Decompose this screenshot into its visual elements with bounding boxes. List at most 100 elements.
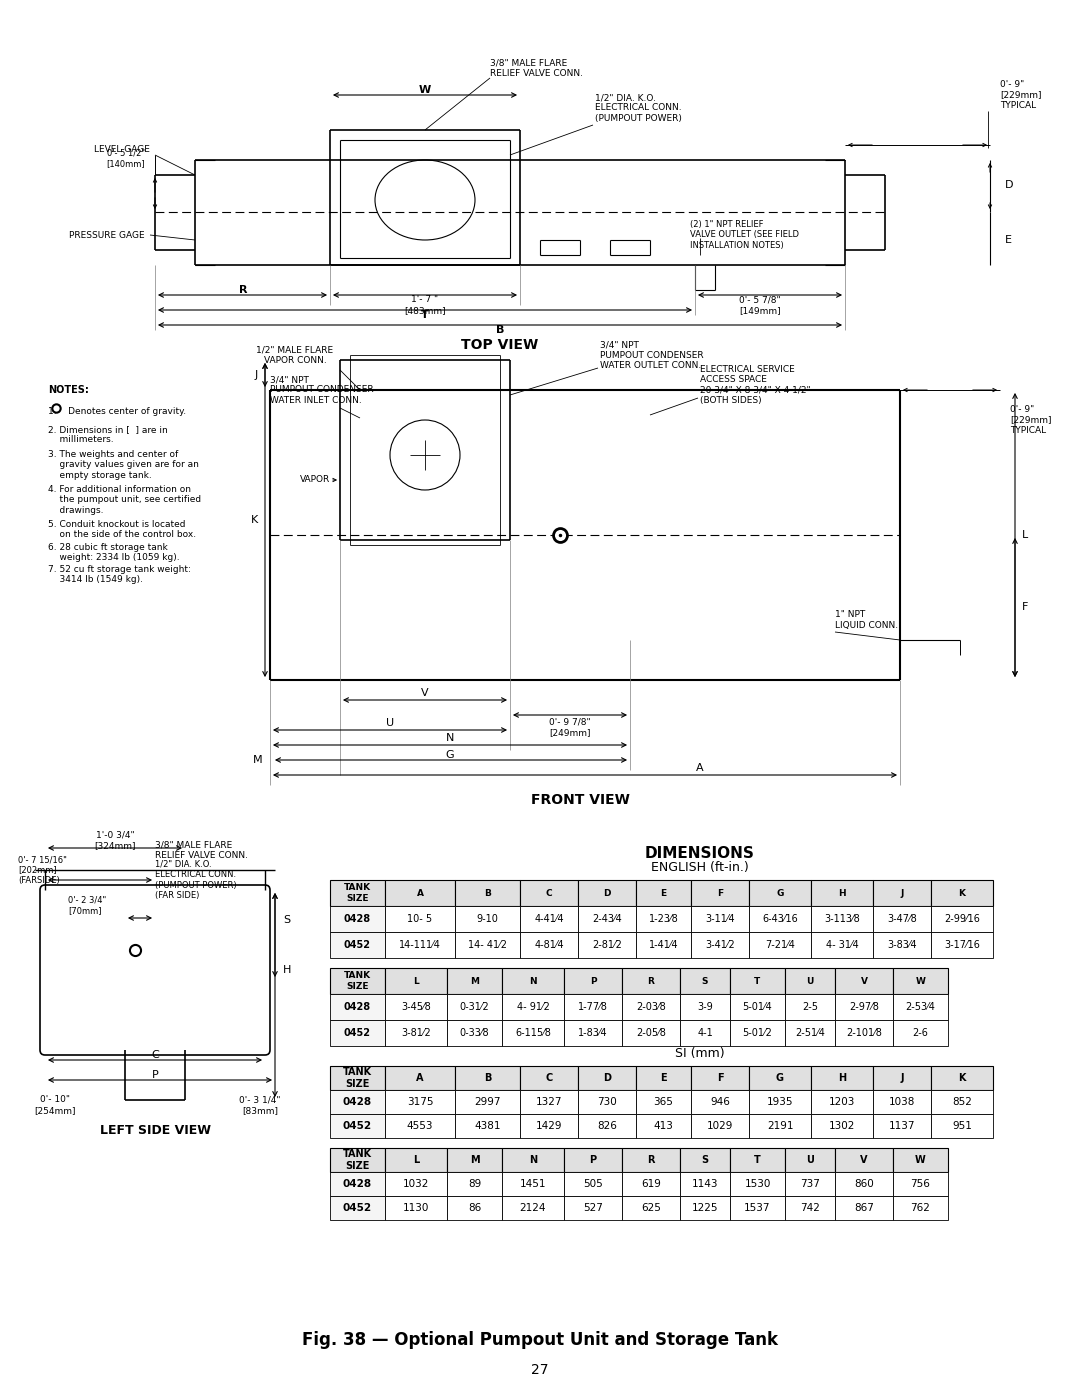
Text: N: N bbox=[446, 733, 455, 743]
Text: LEFT SIDE VIEW: LEFT SIDE VIEW bbox=[99, 1123, 211, 1137]
Text: ELECTRICAL SERVICE
ACCESS SPACE
20 3/4" X 8 3/4" X 4 1/2"
(BOTH SIDES): ELECTRICAL SERVICE ACCESS SPACE 20 3/4" … bbox=[700, 365, 811, 405]
Bar bbox=[785, 1172, 835, 1196]
Bar bbox=[564, 1148, 622, 1172]
Text: 742: 742 bbox=[800, 1203, 820, 1213]
Text: F: F bbox=[717, 1073, 724, 1083]
Text: K: K bbox=[958, 1073, 966, 1083]
Bar bbox=[330, 907, 384, 932]
Bar bbox=[330, 1066, 384, 1090]
Text: 826: 826 bbox=[597, 1120, 617, 1132]
Bar bbox=[873, 907, 931, 932]
Bar bbox=[330, 1020, 384, 1046]
Text: S: S bbox=[702, 977, 708, 985]
Text: J: J bbox=[255, 370, 258, 380]
Text: A: A bbox=[697, 763, 704, 773]
Text: 0-33⁄8: 0-33⁄8 bbox=[460, 1028, 489, 1038]
Bar bbox=[873, 880, 931, 907]
Text: T: T bbox=[421, 310, 429, 320]
Text: C: C bbox=[151, 1051, 159, 1060]
Bar bbox=[384, 1172, 447, 1196]
Bar bbox=[330, 1090, 384, 1113]
Bar bbox=[519, 1113, 578, 1139]
Bar bbox=[835, 1172, 893, 1196]
Bar bbox=[835, 1196, 893, 1220]
Bar bbox=[835, 1020, 893, 1046]
Bar bbox=[893, 968, 948, 995]
Text: P: P bbox=[590, 977, 596, 985]
Text: 2-53⁄4: 2-53⁄4 bbox=[905, 1002, 935, 1011]
Text: 3-9: 3-9 bbox=[697, 1002, 713, 1011]
Bar bbox=[636, 880, 691, 907]
Bar bbox=[730, 995, 785, 1020]
Text: 2-51⁄4: 2-51⁄4 bbox=[795, 1028, 825, 1038]
Text: 3175: 3175 bbox=[407, 1097, 433, 1106]
Text: NOTES:: NOTES: bbox=[48, 386, 89, 395]
Bar bbox=[811, 1066, 873, 1090]
Text: T: T bbox=[754, 977, 760, 985]
Text: TANK
SIZE: TANK SIZE bbox=[343, 883, 372, 902]
Text: 0'- 5 7/8"
[149mm]: 0'- 5 7/8" [149mm] bbox=[739, 295, 781, 314]
Text: 0428: 0428 bbox=[343, 914, 372, 923]
Text: F: F bbox=[1022, 602, 1028, 612]
Text: 1029: 1029 bbox=[706, 1120, 733, 1132]
Bar bbox=[384, 968, 447, 995]
Text: 2-97⁄8: 2-97⁄8 bbox=[849, 1002, 879, 1011]
Text: A: A bbox=[417, 888, 423, 897]
Text: B: B bbox=[484, 1073, 491, 1083]
Bar bbox=[873, 1066, 931, 1090]
Text: 0428: 0428 bbox=[343, 1097, 373, 1106]
Bar bbox=[330, 968, 384, 995]
Bar bbox=[811, 880, 873, 907]
Text: E: E bbox=[661, 888, 666, 897]
Bar bbox=[384, 1020, 447, 1046]
Bar bbox=[384, 932, 455, 958]
Text: 2-5: 2-5 bbox=[802, 1002, 818, 1011]
Text: E: E bbox=[660, 1073, 666, 1083]
Bar bbox=[502, 995, 564, 1020]
Text: 756: 756 bbox=[910, 1179, 931, 1189]
Text: 1-77⁄8: 1-77⁄8 bbox=[578, 1002, 608, 1011]
Bar bbox=[691, 907, 750, 932]
Bar bbox=[873, 932, 931, 958]
Bar bbox=[931, 880, 993, 907]
Bar bbox=[447, 1020, 502, 1046]
Bar bbox=[680, 1196, 730, 1220]
Text: 1429: 1429 bbox=[536, 1120, 563, 1132]
Text: 2-6: 2-6 bbox=[913, 1028, 929, 1038]
Text: 1537: 1537 bbox=[744, 1203, 771, 1213]
Text: 4-41⁄4: 4-41⁄4 bbox=[535, 914, 564, 923]
Text: 2-43⁄4: 2-43⁄4 bbox=[592, 914, 622, 923]
Bar bbox=[835, 1148, 893, 1172]
Text: A: A bbox=[416, 1073, 423, 1083]
Bar bbox=[636, 1113, 691, 1139]
Text: L: L bbox=[1022, 529, 1028, 541]
Text: TANK
SIZE: TANK SIZE bbox=[343, 1067, 373, 1088]
Text: 4553: 4553 bbox=[407, 1120, 433, 1132]
Bar bbox=[931, 932, 993, 958]
Bar bbox=[330, 880, 384, 907]
Text: 1" NPT
LIQUID CONN.: 1" NPT LIQUID CONN. bbox=[835, 610, 899, 630]
Text: PRESSURE GAGE: PRESSURE GAGE bbox=[69, 231, 145, 239]
Bar bbox=[384, 1113, 455, 1139]
Text: P: P bbox=[151, 1070, 159, 1080]
Text: 1130: 1130 bbox=[403, 1203, 429, 1213]
Text: C: C bbox=[545, 1073, 553, 1083]
Text: J: J bbox=[901, 888, 904, 897]
Text: 2. Dimensions in [  ] are in
    millimeters.: 2. Dimensions in [ ] are in millimeters. bbox=[48, 425, 167, 444]
Text: 2-05⁄8: 2-05⁄8 bbox=[636, 1028, 666, 1038]
Text: H: H bbox=[283, 965, 292, 975]
Text: 3. The weights and center of
    gravity values given are for an
    empty stora: 3. The weights and center of gravity val… bbox=[48, 450, 199, 479]
Bar bbox=[931, 1090, 993, 1113]
Text: 0'- 9"
[229mm]
TYPICAL: 0'- 9" [229mm] TYPICAL bbox=[1000, 80, 1041, 110]
Text: VAPOR: VAPOR bbox=[300, 475, 330, 485]
Text: 527: 527 bbox=[583, 1203, 603, 1213]
Text: C: C bbox=[545, 888, 552, 897]
Text: 3-41⁄2: 3-41⁄2 bbox=[705, 940, 734, 950]
Text: W: W bbox=[916, 977, 926, 985]
Bar bbox=[564, 1020, 622, 1046]
Bar bbox=[873, 1090, 931, 1113]
Text: 1327: 1327 bbox=[536, 1097, 563, 1106]
Bar bbox=[730, 1172, 785, 1196]
Bar bbox=[330, 995, 384, 1020]
Bar bbox=[835, 995, 893, 1020]
